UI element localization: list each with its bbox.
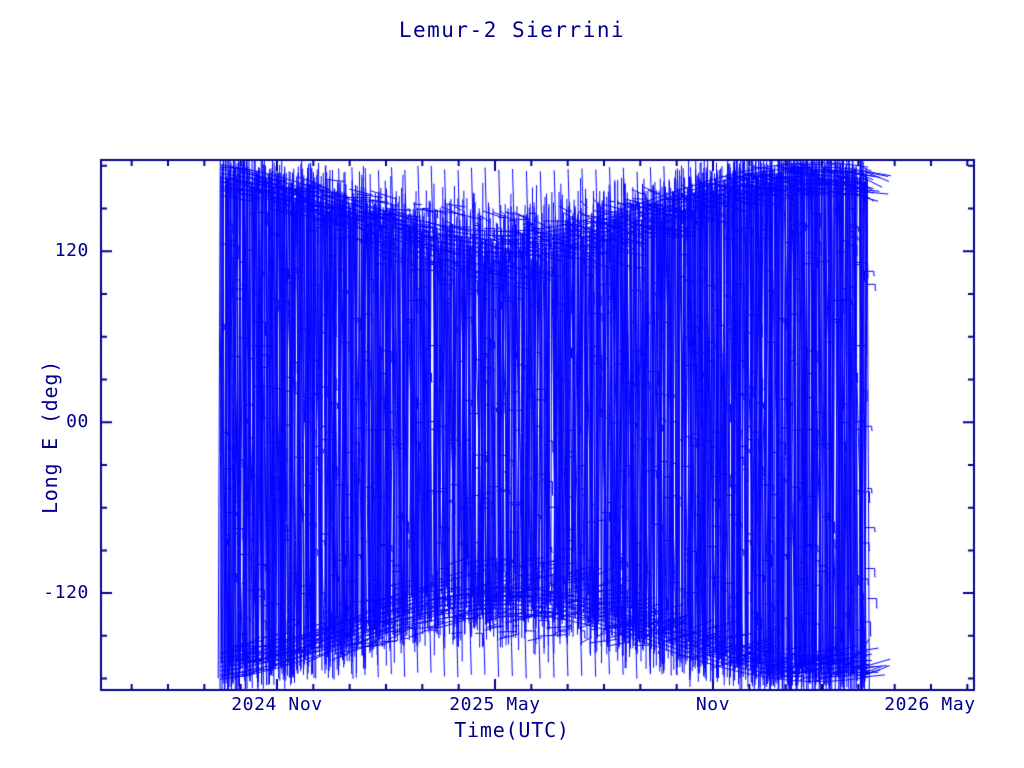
chart-title: Lemur-2 Sierrini — [398, 18, 626, 42]
x-tick-label: 2024 Nov — [231, 694, 323, 715]
x-tick-label: 2025 May — [449, 694, 541, 715]
x-tick-label: 2026 May — [884, 694, 976, 715]
x-axis-title: Time(UTC) — [454, 718, 570, 742]
y-axis-title: Long E (deg) — [38, 359, 62, 515]
x-tick-label: Nov — [695, 694, 731, 715]
